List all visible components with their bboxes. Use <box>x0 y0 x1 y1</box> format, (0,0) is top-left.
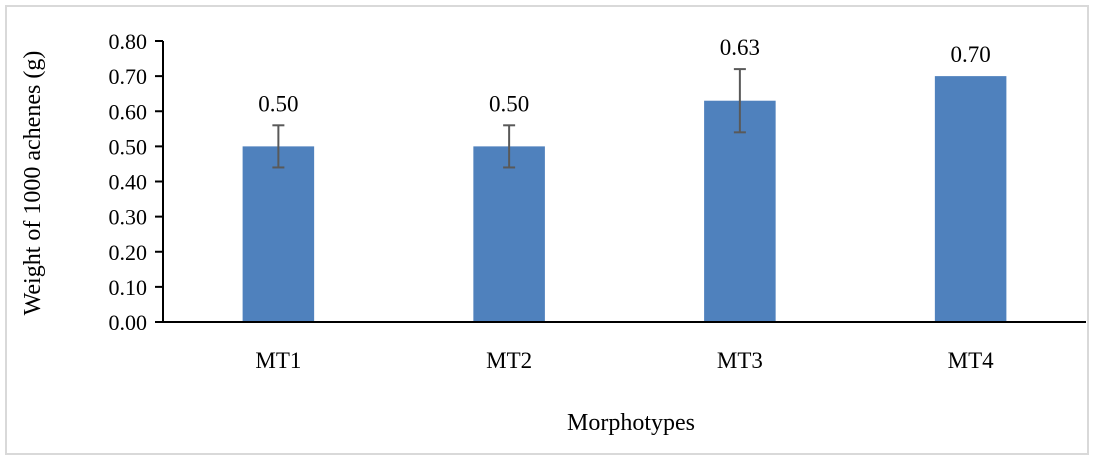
bar-mt4 <box>934 76 1007 322</box>
y-tick-label: 0.10 <box>109 275 148 300</box>
data-label-mt3: 0.63 <box>720 35 760 60</box>
data-label-mt4: 0.70 <box>951 42 991 67</box>
x-tick-label: MT1 <box>255 348 301 373</box>
y-tick-label: 0.70 <box>109 64 148 89</box>
y-tick-label: 0.40 <box>109 170 148 195</box>
x-tick-label: MT4 <box>948 348 995 373</box>
y-tick-label: 0.80 <box>109 29 148 54</box>
chart-frame <box>5 5 1089 455</box>
y-tick-label: 0.20 <box>109 240 148 265</box>
bar-mt1 <box>242 146 315 322</box>
error-bars <box>272 68 746 169</box>
x-tick-label: MT2 <box>486 348 532 373</box>
y-tick-label: 0.50 <box>109 134 148 159</box>
bar-mt2 <box>473 146 545 322</box>
y-tick-label: 0.60 <box>109 99 148 124</box>
bar-mt3 <box>704 100 776 323</box>
error-bar-mt1 <box>272 124 285 169</box>
error-bar-mt3 <box>733 68 746 134</box>
x-tick-label: MT3 <box>717 348 763 373</box>
y-tick-label: 0.30 <box>109 205 148 230</box>
data-labels: 0.50 0.50 0.63 0.70 <box>258 35 991 116</box>
bars <box>242 76 1007 323</box>
x-axis-title: Morphotypes <box>567 410 695 436</box>
y-tick-label: 0.00 <box>109 310 148 335</box>
y-axis-ticks: 0.00 0.10 0.20 0.30 0.40 0.50 0.60 0.70 0.80 <box>109 29 163 335</box>
x-axis-ticks: MT1 MT2 MT3 MT4 <box>255 348 994 373</box>
error-bar-mt2 <box>503 124 516 169</box>
data-label-mt1: 0.50 <box>258 91 298 116</box>
data-label-mt2: 0.50 <box>489 91 529 116</box>
y-axis-title: Weight of 1000 achenes (g) <box>20 51 46 316</box>
